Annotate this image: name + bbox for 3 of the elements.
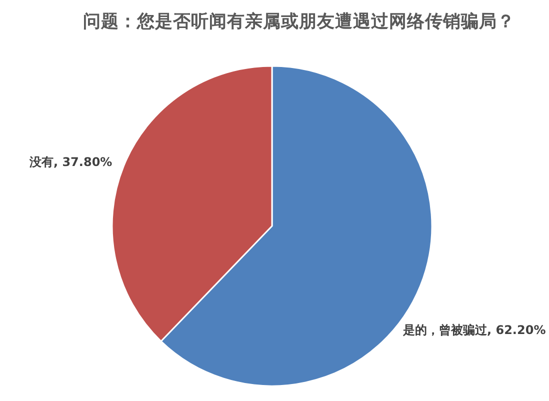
chart-title: 问题：您是否听闻有亲属或朋友遭遇过网络传销骗局？ [83, 11, 515, 32]
slice-label: 是的，曾被骗过, 62.20% [403, 322, 546, 338]
slice-label: 没有, 37.80% [29, 154, 112, 170]
